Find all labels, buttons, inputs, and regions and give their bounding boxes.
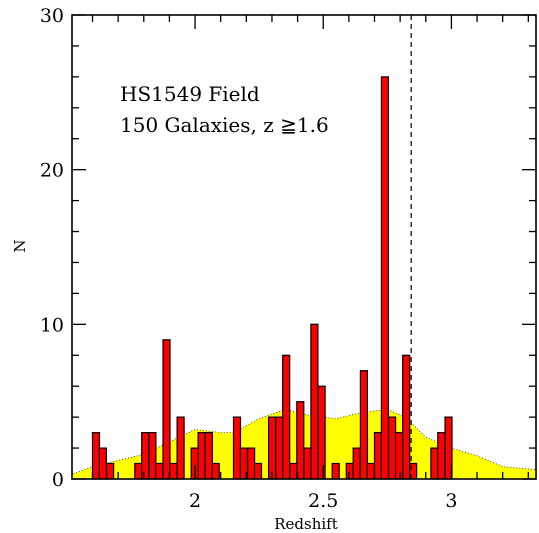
histogram-bar [437, 432, 446, 480]
histogram-bar [317, 385, 326, 480]
histogram-bar [98, 447, 108, 480]
histogram-bar [176, 416, 185, 480]
histogram-bar [204, 432, 213, 480]
annotation-field-name: HS1549 Field [120, 82, 260, 106]
histogram-bar [373, 432, 383, 480]
histogram-bar [91, 432, 101, 480]
histogram-bar [359, 370, 368, 480]
histogram-bar [289, 462, 298, 480]
histogram-bar [394, 432, 404, 480]
y-axis-label: N [11, 239, 29, 252]
histogram-bar [211, 462, 220, 480]
y-tick-label: 10 [40, 314, 64, 336]
histogram-bar [148, 432, 157, 480]
histogram-bar [352, 447, 361, 480]
histogram-bar [275, 416, 284, 480]
histogram-bar [388, 416, 397, 480]
histogram-bar [268, 416, 277, 480]
histogram-bar [141, 432, 150, 480]
axis-ticks [72, 14, 536, 480]
histogram-bar [303, 447, 312, 480]
histogram-bar [345, 462, 354, 480]
histogram-bar [162, 339, 171, 480]
histogram-bar [310, 323, 319, 480]
histogram-bar [197, 432, 206, 480]
histogram-bar [282, 354, 291, 480]
histogram-bar [380, 76, 389, 480]
histogram-bar [253, 462, 263, 480]
histogram-bar [402, 354, 411, 480]
x-axis-label: Redshift [274, 515, 338, 533]
x-tick-label: 3 [445, 490, 457, 512]
histogram-bar [169, 462, 178, 480]
histogram-bar [232, 416, 242, 480]
histogram-bar [366, 462, 375, 480]
histogram-bar [105, 462, 115, 480]
histogram-bar [155, 462, 164, 480]
x-tick-label: 2.5 [308, 490, 338, 512]
y-tick-label: 0 [52, 469, 64, 491]
histogram-bar [331, 462, 340, 480]
histogram-bar [430, 447, 439, 480]
y-tick-label: 30 [40, 5, 64, 27]
annotation-galaxy-count: 150 Galaxies, z ≧1.6 [120, 113, 329, 137]
x-tick-label: 2 [189, 490, 201, 512]
plot-frame [71, 14, 537, 480]
y-tick-label: 20 [40, 160, 64, 182]
histogram-bar [247, 447, 256, 480]
histogram-bar [134, 462, 143, 480]
histogram-bar [296, 401, 305, 480]
